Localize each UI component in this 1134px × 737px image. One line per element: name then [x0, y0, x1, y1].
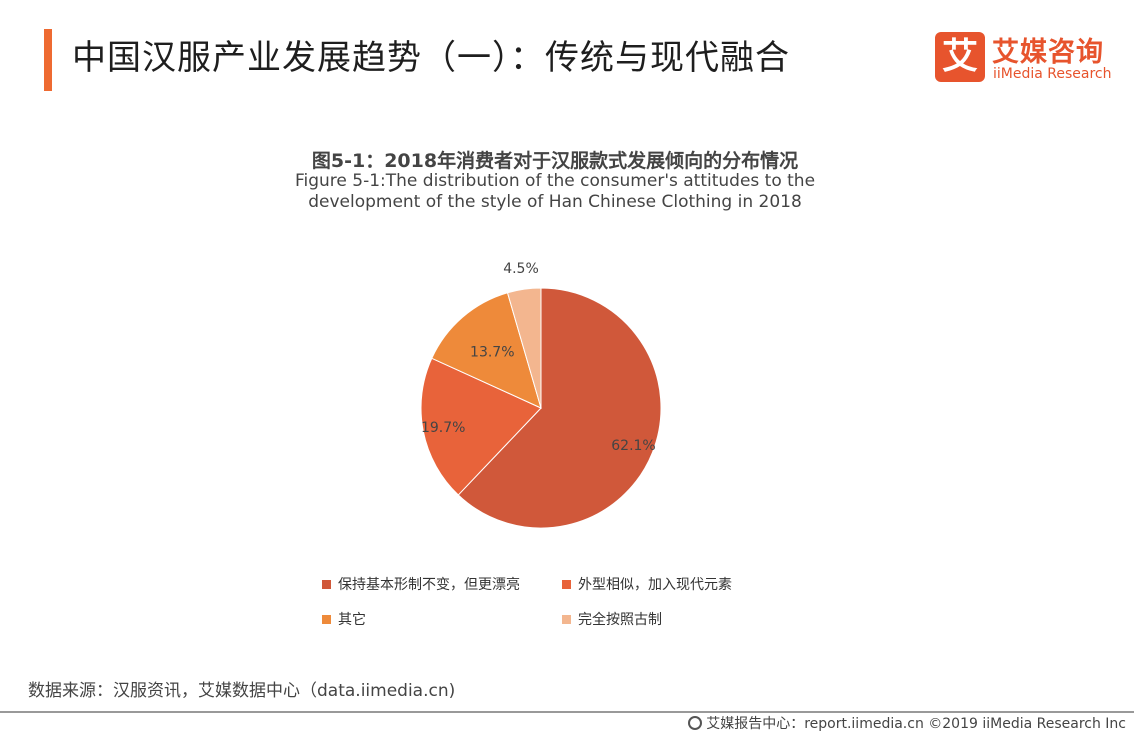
pie-slice: [506, 287, 542, 409]
legend-label: 保持基本形制不变，但更漂亮: [338, 577, 520, 593]
legend-item: 保持基本形制不变，但更漂亮: [322, 575, 520, 595]
logo-text-cn: 艾媒咨询: [992, 37, 1104, 68]
copyright-text: 艾媒报告中心：report.iimedia.cn ©2019 iiMedia R…: [706, 716, 1126, 732]
chart-subtitle-line1: Figure 5-1:The distribution of the consu…: [294, 171, 816, 191]
legend-label: 其它: [338, 612, 366, 628]
chart-title: 图5-1：2018年消费者对于汉服款式发展倾向的分布情况: [311, 150, 799, 172]
legend-swatch: [562, 580, 571, 589]
legend-item: 其它: [322, 610, 366, 630]
pie-slice: [457, 287, 662, 529]
data-source: 数据来源：汉服资讯，艾媒数据中心（data.iimedia.cn): [28, 681, 456, 701]
title-accent-bar: [44, 29, 52, 91]
iimedia-logo: 艾 艾媒咨询 iiMedia Research: [935, 32, 1120, 88]
legend-swatch: [562, 615, 571, 624]
legend-item: 外型相似，加入现代元素: [562, 575, 732, 595]
globe-icon: [688, 716, 703, 730]
footer-divider: [0, 711, 1134, 713]
pie-slice: [431, 292, 542, 409]
footer-copyright: 艾媒报告中心：report.iimedia.cn ©2019 iiMedia R…: [688, 713, 1126, 735]
legend-label: 完全按照古制: [578, 612, 662, 628]
chart-subtitle-line2: development of the style of Han Chinese …: [308, 192, 802, 212]
pie-slice-label: 62.1%: [611, 438, 655, 454]
pie-slice-label: 19.7%: [421, 420, 465, 436]
legend-item: 完全按照古制: [562, 610, 662, 630]
pie-slice: [420, 357, 542, 496]
page-title: 中国汉服产业发展趋势（一）：传统与现代融合: [72, 38, 790, 78]
pie-slice-label: 13.7%: [470, 345, 514, 361]
legend-swatch: [322, 580, 331, 589]
logo-mark-icon: 艾: [935, 32, 985, 82]
legend-swatch: [322, 615, 331, 624]
logo-text-en: iiMedia Research: [993, 66, 1112, 82]
legend-label: 外型相似，加入现代元素: [578, 577, 732, 593]
pie-slice-label: 4.5%: [503, 261, 539, 277]
